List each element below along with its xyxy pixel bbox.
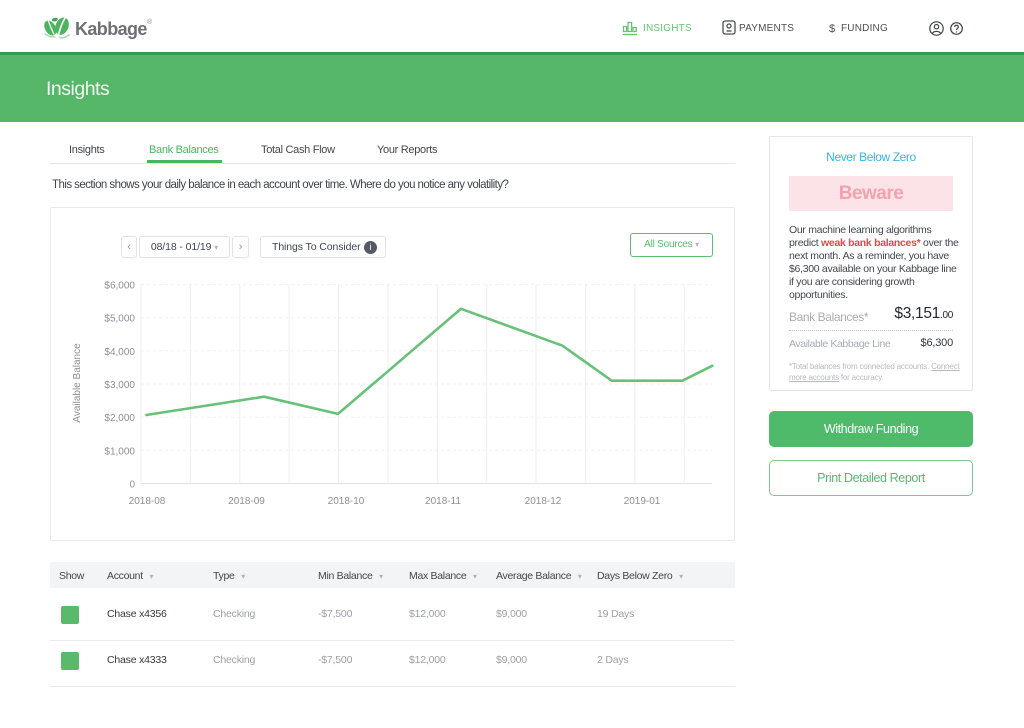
- svg-text:0: 0: [129, 480, 135, 491]
- svg-text:$5,000: $5,000: [104, 314, 135, 325]
- svg-text:2018-12: 2018-12: [525, 496, 562, 507]
- svg-text:$2,000: $2,000: [104, 413, 135, 424]
- svg-text:2019-01: 2019-01: [624, 496, 661, 507]
- svg-text:$3,000: $3,000: [104, 380, 135, 391]
- svg-text:Available Balance: Available Balance: [72, 343, 83, 423]
- svg-text:2018-11: 2018-11: [425, 496, 461, 507]
- svg-text:$4,000: $4,000: [104, 347, 135, 358]
- svg-text:$6,000: $6,000: [104, 281, 135, 292]
- svg-text:2018-10: 2018-10: [328, 496, 365, 507]
- svg-text:2018-09: 2018-09: [228, 496, 265, 507]
- svg-text:2018-08: 2018-08: [129, 496, 166, 507]
- svg-text:$1,000: $1,000: [104, 446, 135, 457]
